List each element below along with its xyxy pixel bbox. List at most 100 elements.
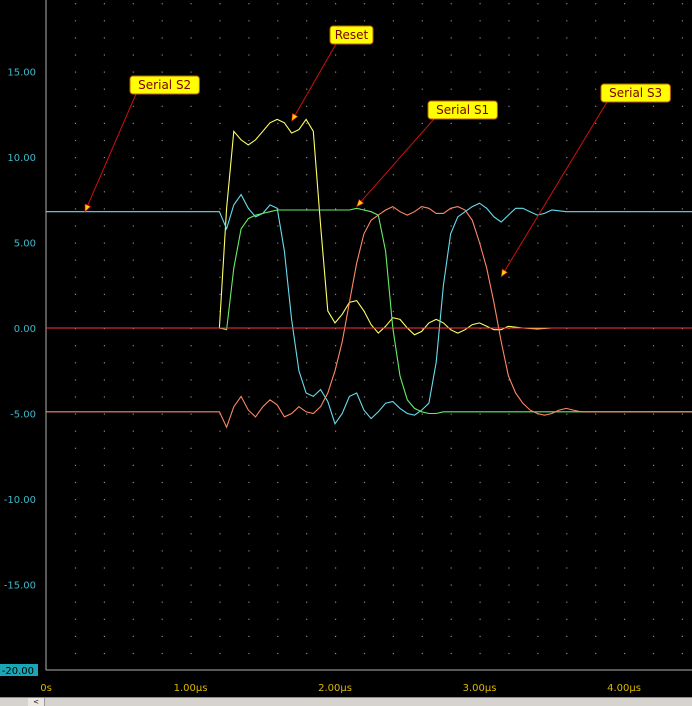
grid-dot (190, 20, 192, 22)
grid-dot (363, 601, 366, 603)
grid-dot (103, 88, 105, 90)
grid-dot (508, 413, 510, 415)
grid-dot (103, 139, 105, 142)
grid-dot (306, 276, 308, 278)
grid-dot (363, 105, 366, 107)
grid-dot (392, 122, 394, 124)
grid-dot (595, 54, 597, 56)
grid-dot (566, 157, 568, 159)
grid-dot (624, 516, 626, 518)
grid-dot (335, 276, 337, 278)
grid-dot (161, 601, 163, 603)
grid-dot (450, 618, 452, 620)
grid-dot (306, 499, 308, 501)
grid-dot (335, 225, 337, 227)
grid-dot (103, 635, 105, 637)
grid-dot (566, 464, 568, 466)
grid-dot (363, 3, 366, 5)
grid-dot (219, 447, 221, 449)
grid-dot (248, 516, 250, 518)
grid-dot (306, 54, 308, 56)
axes (45, 0, 692, 671)
grid-dot (74, 413, 77, 415)
grid-dot (479, 37, 481, 39)
grid-dot (392, 396, 394, 398)
grid-dot (161, 481, 163, 484)
grid-dot (681, 652, 683, 655)
grid-dot (306, 533, 308, 535)
grid-dot (508, 20, 510, 22)
grid-dot (103, 157, 105, 159)
grid-dot (219, 54, 221, 56)
grid-dot (624, 618, 626, 620)
grid-dot (190, 499, 192, 501)
grid-dot (335, 310, 337, 313)
callout-arrow-line (291, 43, 337, 122)
grid-dot (132, 225, 134, 227)
grid-dot (335, 242, 337, 244)
grid-dot (537, 242, 539, 244)
grid-dot (277, 447, 279, 449)
scroll-left-button[interactable]: < (28, 698, 45, 706)
grid-dot (566, 54, 568, 56)
grid-dot (161, 499, 163, 501)
grid-dot (103, 430, 105, 432)
grid-dot (624, 71, 626, 73)
grid-dot (74, 71, 77, 73)
grid-dot (624, 174, 626, 176)
grid-dot (450, 396, 452, 398)
grid-dot (277, 430, 279, 432)
grid-dot (363, 276, 366, 278)
grid-dot (595, 242, 597, 244)
grid-dot (219, 362, 221, 364)
grid-dot (103, 447, 105, 449)
grid-dot (132, 413, 134, 415)
grid-dot (450, 345, 452, 347)
grid-dot (132, 447, 134, 449)
grid-dot (219, 533, 221, 535)
grid-dot (161, 550, 163, 552)
grid-dot (537, 157, 539, 159)
grid-dot (508, 601, 510, 603)
grid-dot (537, 635, 539, 637)
grid-dot (306, 139, 308, 142)
grid-dot (132, 601, 134, 603)
grid-dot (595, 88, 597, 90)
grid-dot (681, 584, 683, 586)
grid-dot (479, 362, 481, 364)
grid-dot (161, 430, 163, 432)
grid-dot (566, 293, 568, 295)
callout-label: Serial S1 (436, 103, 489, 117)
grid-dot (508, 396, 510, 398)
grid-dot (681, 20, 683, 22)
grid-dot (190, 533, 192, 535)
grid-dot (363, 88, 366, 90)
grid-dot (652, 464, 655, 466)
grid-dot (537, 379, 539, 381)
grid-dot (363, 174, 366, 176)
grid-dot (566, 122, 568, 124)
grid-dot (132, 396, 134, 398)
horizontal-scrollbar[interactable]: < (0, 697, 692, 706)
grid-dot (681, 71, 683, 73)
grid-dot (190, 328, 192, 330)
grid-dot (508, 567, 510, 569)
grid-dot (248, 430, 250, 432)
grid-dot (566, 601, 568, 603)
callout-box (427, 100, 498, 120)
grid-dot (306, 88, 308, 90)
grid-dot (277, 37, 279, 39)
grid-dot (161, 122, 163, 124)
grid-dot (450, 567, 452, 569)
grid-dot (335, 618, 337, 620)
grid-dot (450, 191, 452, 193)
grid-dot (392, 88, 394, 90)
grid-dot (103, 191, 105, 193)
grid-dot (479, 516, 481, 518)
grid-dot (363, 584, 366, 586)
grid-dot (132, 276, 134, 278)
grid-dot (537, 276, 539, 278)
grid-dot (335, 174, 337, 176)
grid-dot (508, 533, 510, 535)
grid-dot (248, 328, 250, 330)
